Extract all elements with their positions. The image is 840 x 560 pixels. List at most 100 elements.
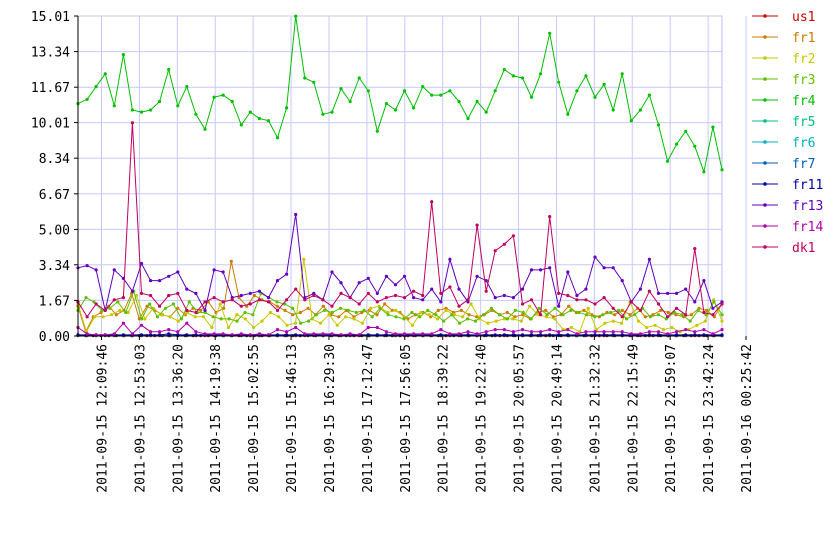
data-point-fr4 bbox=[702, 170, 706, 174]
data-point-fr4 bbox=[421, 85, 425, 89]
data-point-fr14 bbox=[439, 328, 443, 332]
data-point-fr3 bbox=[140, 317, 144, 321]
x-tick-label: 2011-09-15 19:22:40 bbox=[475, 344, 490, 493]
data-point-fr14 bbox=[294, 325, 298, 330]
data-point-dk1 bbox=[121, 296, 125, 300]
data-point-fr3 bbox=[394, 315, 398, 319]
data-point-fr4 bbox=[430, 93, 434, 97]
data-point-dk1 bbox=[421, 293, 425, 298]
data-point-fr1 bbox=[222, 306, 226, 310]
data-point-fr13 bbox=[557, 304, 561, 308]
series-line-fr2 bbox=[77, 259, 723, 333]
data-point-dk1 bbox=[303, 298, 307, 302]
data-point-fr2 bbox=[703, 319, 707, 323]
data-point-fr3 bbox=[585, 313, 589, 317]
data-point-fr14 bbox=[239, 332, 243, 336]
data-point-fr4 bbox=[466, 116, 470, 121]
data-point-fr3 bbox=[370, 315, 374, 319]
data-point-fr4 bbox=[285, 106, 289, 110]
data-point-fr4 bbox=[112, 104, 116, 108]
data-point-fr13 bbox=[375, 291, 379, 295]
x-tick-label: 2011-09-15 20:05:57 bbox=[513, 344, 528, 493]
data-point-dk1 bbox=[294, 287, 298, 291]
data-point-fr1 bbox=[176, 306, 180, 310]
data-point-fr2 bbox=[494, 319, 498, 323]
data-point-fr13 bbox=[638, 287, 643, 291]
data-point-fr13 bbox=[511, 296, 515, 300]
data-point-dk1 bbox=[384, 296, 388, 300]
data-point-fr2 bbox=[101, 315, 105, 319]
data-point-dk1 bbox=[493, 249, 497, 253]
data-point-fr14 bbox=[348, 332, 352, 336]
data-point-fr14 bbox=[611, 330, 615, 334]
data-point-dk1 bbox=[539, 313, 543, 317]
data-point-fr14 bbox=[656, 330, 661, 334]
data-point-dk1 bbox=[502, 242, 506, 246]
data-point-dk1 bbox=[666, 315, 670, 319]
data-point-dk1 bbox=[239, 304, 243, 308]
data-point-fr1 bbox=[666, 310, 670, 315]
data-point-dk1 bbox=[230, 298, 234, 302]
data-point-dk1 bbox=[176, 291, 180, 295]
data-point-fr13 bbox=[130, 289, 134, 293]
legend-marker-fr5 bbox=[763, 119, 767, 123]
data-point-fr1 bbox=[321, 304, 325, 308]
data-point-fr2 bbox=[109, 313, 114, 317]
data-point-fr2 bbox=[277, 315, 281, 319]
data-point-fr13 bbox=[448, 257, 452, 261]
data-point-fr2 bbox=[528, 304, 532, 308]
data-point-fr4 bbox=[130, 108, 134, 112]
data-point-fr1 bbox=[283, 308, 287, 312]
data-point-fr1 bbox=[505, 310, 509, 315]
data-point-fr3 bbox=[466, 317, 470, 321]
data-point-fr4 bbox=[203, 127, 207, 131]
data-point-dk1 bbox=[466, 298, 470, 302]
data-point-fr3 bbox=[513, 308, 517, 312]
data-point-dk1 bbox=[611, 306, 615, 310]
data-point-dk1 bbox=[448, 285, 452, 289]
data-point-dk1 bbox=[375, 300, 379, 304]
data-point-dk1 bbox=[393, 293, 398, 298]
data-point-fr4 bbox=[629, 119, 633, 123]
data-point-dk1 bbox=[94, 302, 98, 306]
data-point-fr14 bbox=[539, 330, 543, 334]
data-point-fr3 bbox=[696, 308, 700, 312]
data-point-fr4 bbox=[212, 95, 216, 99]
data-point-fr3 bbox=[410, 310, 414, 315]
data-point-dk1 bbox=[575, 298, 579, 302]
data-point-fr4 bbox=[303, 76, 307, 80]
data-point-fr14 bbox=[666, 332, 670, 336]
data-point-fr3 bbox=[680, 313, 684, 317]
legend-marker-fr3 bbox=[763, 77, 767, 81]
data-point-fr14 bbox=[257, 332, 261, 336]
data-point-dk1 bbox=[212, 296, 216, 300]
legend: us1 fr1 fr2 fr3 fr4 fr5 fr6 fr7 fr11 fr13 fr14 dk1 bbox=[752, 10, 823, 256]
y-tick-label: 15.01 bbox=[31, 10, 70, 25]
data-point-fr3 bbox=[426, 308, 430, 312]
data-point-fr2 bbox=[360, 321, 364, 325]
data-point-fr4 bbox=[384, 102, 388, 106]
legend-label-us1: us1 bbox=[792, 10, 815, 25]
data-point-fr3 bbox=[108, 306, 112, 310]
data-point-fr13 bbox=[656, 291, 661, 295]
data-point-fr4 bbox=[439, 93, 443, 97]
grid bbox=[77, 15, 747, 337]
data-point-fr13 bbox=[548, 266, 552, 270]
data-point-fr13 bbox=[393, 283, 398, 287]
data-point-fr14 bbox=[475, 332, 479, 336]
data-point-fr4 bbox=[539, 72, 543, 76]
data-point-fr2 bbox=[235, 313, 239, 317]
data-point-fr4 bbox=[85, 97, 89, 101]
data-point-fr4 bbox=[375, 129, 379, 133]
data-point-fr2 bbox=[419, 310, 423, 315]
data-point-fr2 bbox=[93, 315, 97, 319]
legend-marker-fr11 bbox=[763, 182, 767, 186]
x-tick-label: 2011-09-15 17:12:47 bbox=[361, 344, 376, 493]
data-point-fr13 bbox=[575, 293, 579, 298]
data-point-dk1 bbox=[647, 289, 652, 293]
data-point-fr4 bbox=[321, 112, 325, 116]
data-point-dk1 bbox=[158, 304, 162, 308]
data-point-fr3 bbox=[346, 308, 350, 312]
data-point-dk1 bbox=[720, 302, 724, 306]
data-point-fr4 bbox=[620, 72, 624, 76]
